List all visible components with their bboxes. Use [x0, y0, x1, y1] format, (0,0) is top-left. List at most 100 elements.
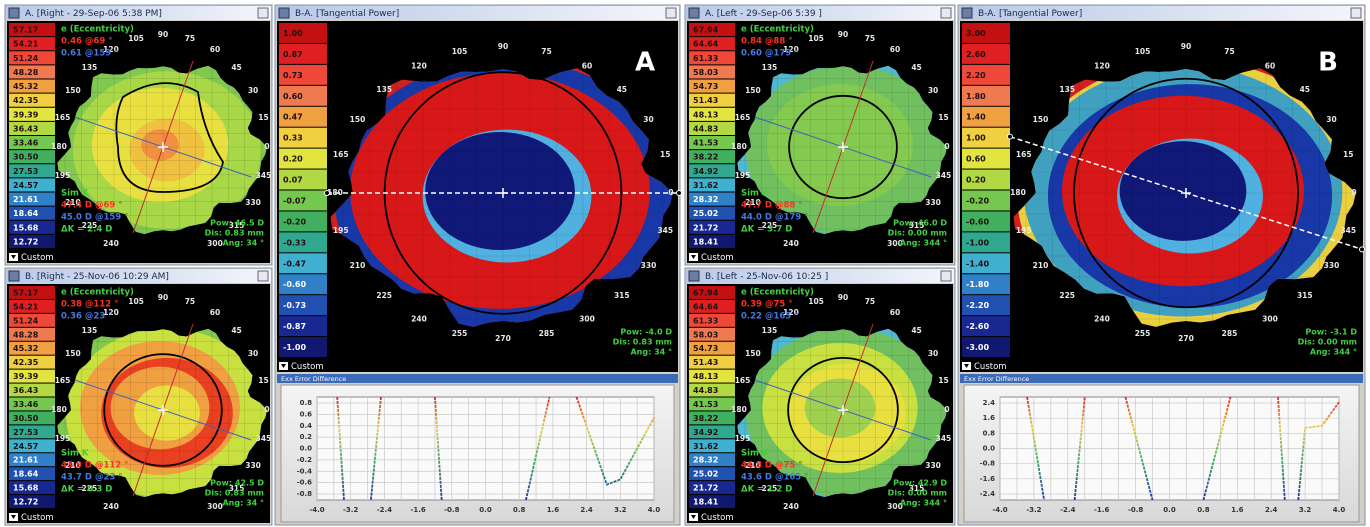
error-curve — [336, 396, 345, 501]
close-button[interactable] — [1350, 7, 1362, 19]
angle-label: 45 — [911, 326, 921, 335]
scale-swatch — [279, 253, 327, 274]
map-zone — [134, 385, 200, 441]
window-title: B-A. [Tangential Power] — [295, 9, 399, 19]
dropdown-arrow — [691, 255, 696, 259]
close-button[interactable] — [940, 7, 952, 19]
angle-label: 210 — [745, 198, 761, 207]
scale-swatch — [689, 397, 735, 411]
close-button[interactable] — [257, 270, 269, 282]
scale-swatch — [689, 150, 735, 164]
eccentricity: 0.60 @179 ° — [741, 49, 798, 59]
angle-label: 0 — [264, 405, 269, 414]
error-curve — [1277, 396, 1286, 501]
scale-swatch — [279, 148, 327, 169]
scale-label: 1.00 — [283, 29, 303, 38]
scale-label: -0.20 — [966, 196, 989, 205]
angle-label: 15 — [258, 113, 268, 122]
scale-label: 0.60 — [966, 155, 986, 164]
error-curve — [575, 396, 655, 486]
window-icon — [8, 270, 20, 282]
scale-label: 41.53 — [693, 400, 718, 409]
scale-label: 51.43 — [693, 96, 718, 105]
simk-label: Sim K — [61, 449, 89, 459]
x-tick-label: 1.6 — [547, 506, 560, 514]
scale-label: 45.32 — [13, 344, 38, 353]
scale-label: 18.41 — [693, 237, 719, 246]
scale-label: 21.61 — [13, 456, 39, 465]
scale-swatch — [9, 495, 55, 508]
angle-label: 165 — [55, 113, 71, 122]
angle-label: 225 — [1059, 291, 1075, 300]
angle-label: 225 — [82, 221, 98, 230]
angle-label: 165 — [735, 376, 751, 385]
eccentricity: 0.38 @112 ° — [61, 300, 118, 310]
angle-label: 105 — [128, 34, 144, 43]
dropdown-label: Custom — [974, 362, 1007, 372]
contour — [115, 82, 224, 193]
scale-label: 27.53 — [13, 167, 38, 176]
angle-label: 330 — [925, 198, 941, 207]
scale-label: 39.39 — [13, 372, 39, 381]
toolbar — [687, 511, 953, 523]
angle-label: 165 — [55, 376, 71, 385]
dropdown-label: Custom — [701, 513, 734, 523]
angle-label: 300 — [579, 314, 595, 323]
scale-swatch — [689, 355, 735, 369]
angle-label: 255 — [1135, 329, 1151, 338]
scale-swatch — [689, 341, 735, 355]
scale-label: 42.35 — [13, 358, 39, 367]
x-tick-label: -3.2 — [1026, 506, 1041, 514]
scale-label: 51.24 — [13, 54, 39, 63]
scale-swatch — [689, 65, 735, 79]
scale-swatch — [279, 274, 327, 295]
scale-label: 24.57 — [13, 442, 38, 451]
scale-label: 33.46 — [13, 139, 39, 148]
scale-label: -3.00 — [966, 343, 989, 352]
angle-label: 300 — [887, 239, 903, 248]
scale-swatch — [9, 164, 55, 178]
angle-label: 300 — [1262, 314, 1278, 323]
angle-label: 255 — [452, 329, 468, 338]
angle-label: 315 — [229, 484, 245, 493]
scale-label: 30.50 — [13, 414, 39, 423]
scale-swatch — [689, 178, 735, 192]
angle-label: 150 — [65, 349, 81, 358]
scale-label: 15.68 — [13, 484, 39, 493]
scale-swatch — [689, 439, 735, 453]
scale-swatch — [962, 316, 1010, 337]
angle-label: 240 — [783, 502, 799, 511]
panel-letter: B — [1318, 48, 1338, 78]
close-button[interactable] — [940, 270, 952, 282]
close-button[interactable] — [257, 7, 269, 19]
eccentricity-label: e (Eccentricity) — [741, 25, 814, 35]
dropdown-label: Custom — [21, 253, 54, 263]
scale-label: 61.33 — [693, 316, 718, 325]
scale-label: 0.47 — [283, 113, 303, 122]
scale-label: 44.83 — [693, 386, 718, 395]
scale-swatch — [689, 453, 735, 467]
window: A. [Left - 29-Sep-06 5:39 ] 67.94 64.64 61.… — [684, 4, 956, 266]
title-bar — [6, 6, 271, 20]
pupil-circle — [787, 356, 899, 464]
window-icon — [688, 7, 700, 19]
scale-swatch — [9, 178, 55, 192]
delta-k: ΔK = 1.2 D — [741, 485, 792, 495]
angle-label: 15 — [938, 376, 948, 385]
angle-label: 330 — [1324, 261, 1340, 270]
graph-title-bar — [277, 374, 678, 383]
cursor-info: Pow: 46.0 D — [893, 219, 947, 228]
scale-swatch — [279, 43, 327, 64]
cursor-end — [324, 190, 330, 196]
angle-label: 210 — [350, 261, 366, 270]
scale-swatch — [689, 313, 735, 327]
close-button[interactable] — [665, 7, 677, 19]
scale-swatch — [279, 232, 327, 253]
window-icon — [8, 7, 20, 19]
window-title: B-A. [Tangential Power] — [978, 9, 1082, 19]
scale-swatch — [9, 206, 55, 220]
scale-label: 36.43 — [13, 386, 38, 395]
scale-swatch — [9, 355, 55, 369]
angle-label: 15 — [938, 113, 948, 122]
scale-label: 25.02 — [693, 209, 718, 218]
